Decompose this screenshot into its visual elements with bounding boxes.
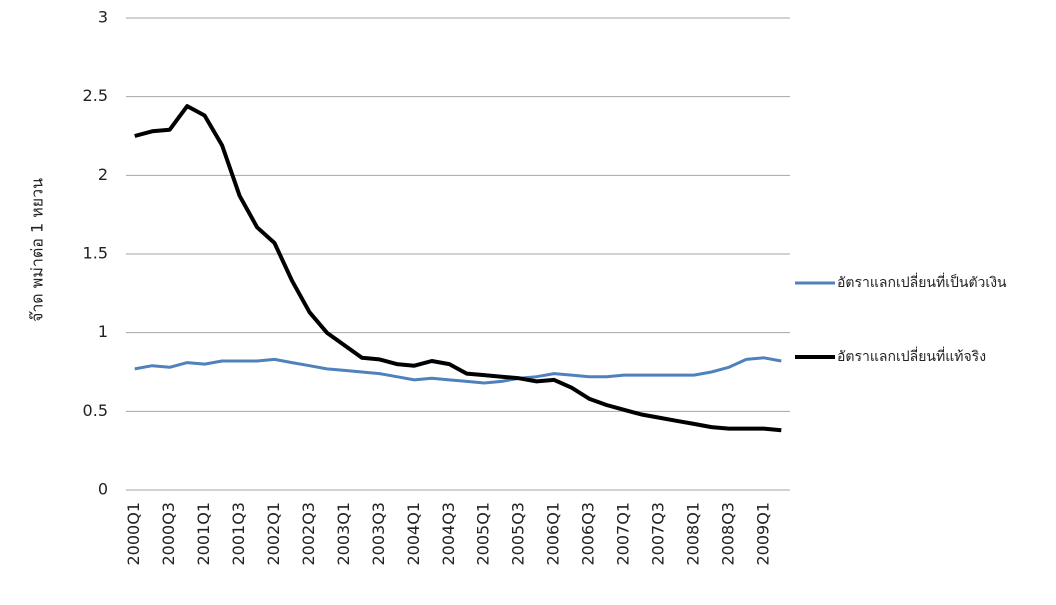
y-axis-label: จ๊าด พม่าต่อ 1 หยวน bbox=[28, 178, 47, 322]
x-tick-label: 2000Q3 bbox=[159, 502, 178, 566]
x-tick-label: 2002Q3 bbox=[299, 502, 318, 566]
x-tick-label: 2006Q1 bbox=[544, 502, 563, 566]
y-tick-label: 1.5 bbox=[83, 244, 108, 263]
x-tick-label: 2005Q1 bbox=[474, 502, 493, 566]
x-tick-label: 2004Q1 bbox=[404, 502, 423, 566]
x-tick-label: 2004Q3 bbox=[439, 502, 458, 566]
x-tick-label: 2003Q1 bbox=[334, 502, 353, 566]
x-tick-label: 2007Q1 bbox=[614, 502, 633, 566]
x-tick-label: 2002Q1 bbox=[264, 502, 283, 566]
series-line bbox=[134, 356, 782, 385]
legend-label: อัตราแลกเปลี่ยนที่เป็นตัวเงิน bbox=[837, 273, 1007, 291]
y-tick-label: 0 bbox=[98, 480, 108, 499]
x-tick-label: 2009Q1 bbox=[753, 502, 772, 566]
x-tick-label: 2008Q3 bbox=[718, 502, 737, 566]
x-tick-label: 2001Q1 bbox=[194, 502, 213, 566]
y-tick-label: 2 bbox=[98, 165, 108, 184]
x-tick-label: 2003Q3 bbox=[369, 502, 388, 566]
series-line bbox=[134, 104, 782, 433]
y-tick-label: 3 bbox=[98, 8, 108, 27]
x-tick-label: 2000Q1 bbox=[124, 502, 143, 566]
y-tick-label: 2.5 bbox=[83, 86, 108, 105]
x-tick-label: 2006Q3 bbox=[579, 502, 598, 566]
legend-label: อัตราแลกเปลี่ยนที่แท้จริง bbox=[837, 347, 986, 365]
x-tick-label: 2007Q3 bbox=[648, 502, 667, 566]
y-tick-label: 0.5 bbox=[83, 401, 108, 420]
x-tick-label: 2005Q3 bbox=[509, 502, 528, 566]
x-tick-label: 2001Q3 bbox=[229, 502, 248, 566]
x-tick-label: 2008Q1 bbox=[683, 502, 702, 566]
y-tick-label: 1 bbox=[98, 322, 108, 341]
